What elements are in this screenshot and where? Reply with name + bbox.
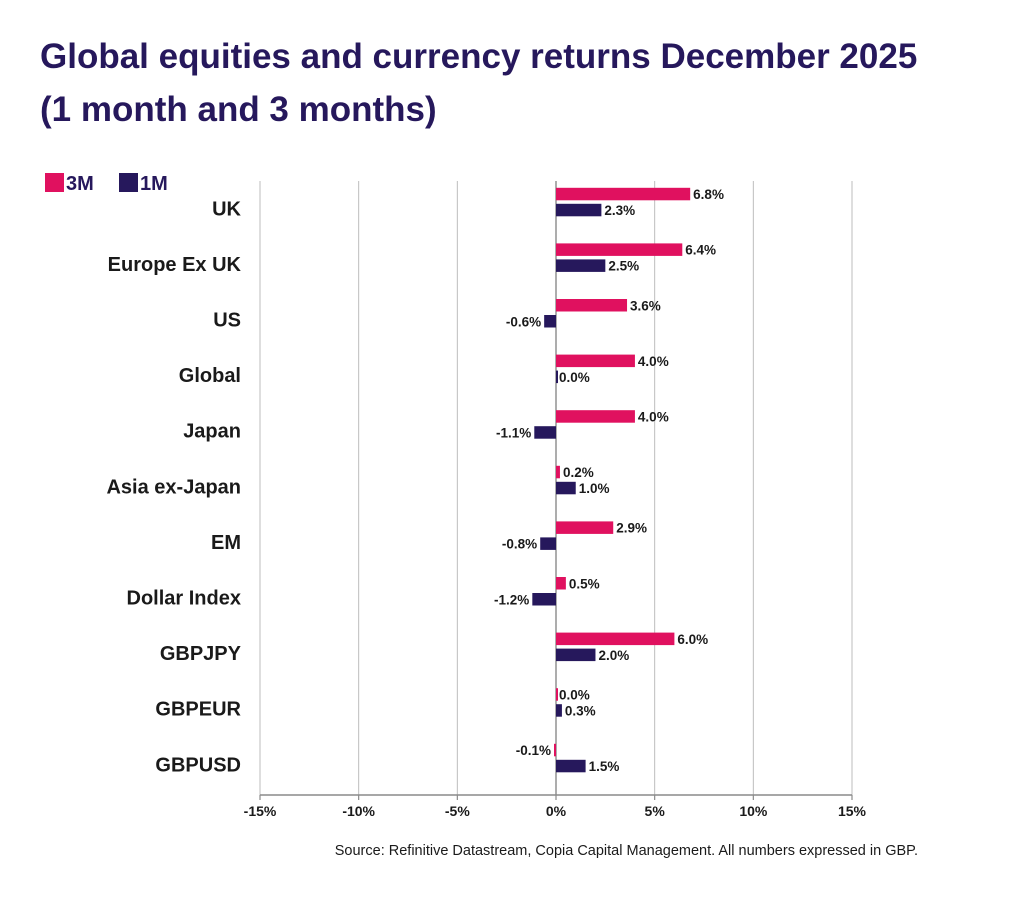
category-label: EM: [211, 532, 241, 554]
bar-1m: [556, 759, 586, 773]
data-label-3m: 0.2%: [563, 465, 594, 480]
x-tick-label: -5%: [445, 803, 470, 819]
category-label: Asia ex-Japan: [106, 476, 241, 498]
category-label: Europe Ex UK: [108, 254, 242, 276]
category-label: GBPUSD: [155, 754, 241, 776]
chart-title: Global equities and currency returns Dec…: [40, 30, 1000, 136]
bar-3m: [556, 354, 635, 368]
legend-swatch-3m: [45, 173, 64, 192]
data-label-3m: 0.5%: [569, 576, 600, 591]
data-label-1m: 2.3%: [604, 203, 635, 218]
data-label-1m: 2.5%: [608, 259, 639, 274]
data-label-3m: 4.0%: [638, 354, 669, 369]
x-tick-label: 10%: [739, 803, 768, 819]
bar-1m: [556, 704, 562, 717]
bar-3m: [556, 299, 628, 312]
bar-3m: [554, 743, 556, 757]
bar-1m: [556, 203, 602, 217]
chart-title-line-2: (1 month and 3 months): [40, 90, 437, 129]
source-note: Source: Refinitive Datastream, Copia Cap…: [334, 843, 918, 859]
data-label-1m: -0.8%: [502, 537, 537, 552]
data-label-1m: 0.0%: [559, 370, 590, 385]
x-tick-label: -10%: [342, 803, 375, 819]
bar-3m: [556, 577, 566, 590]
data-label-3m: 6.4%: [685, 243, 716, 258]
bar-3m: [556, 243, 683, 256]
category-label: US: [213, 310, 241, 332]
bar-1m: [556, 481, 576, 495]
x-tick-label: 15%: [838, 803, 867, 819]
data-label-1m: 0.3%: [565, 703, 596, 718]
x-tick-label: 5%: [645, 803, 666, 819]
bar-1m: [532, 593, 556, 606]
bar-3m: [556, 688, 558, 701]
data-label-3m: 2.9%: [616, 521, 647, 536]
bar-1m: [556, 370, 558, 384]
category-label: GBPJPY: [160, 643, 242, 665]
data-label-3m: 4.0%: [638, 409, 669, 424]
bar-1m: [540, 537, 556, 550]
category-label: Dollar Index: [127, 588, 241, 610]
data-label-3m: 0.0%: [559, 687, 590, 702]
legend-label-1m: 1M: [140, 173, 168, 195]
bar-3m: [556, 187, 691, 201]
bar-1m: [544, 315, 556, 328]
data-label-1m: 1.0%: [579, 481, 610, 496]
legend-swatch-1m: [119, 173, 138, 192]
bar-1m: [556, 259, 606, 272]
data-label-1m: -1.2%: [494, 592, 529, 607]
bar-3m: [556, 465, 560, 479]
data-label-3m: -0.1%: [516, 743, 551, 758]
legend-label-3m: 3M: [66, 173, 94, 195]
data-label-1m: 1.5%: [589, 759, 620, 774]
category-label: GBPEUR: [155, 699, 241, 721]
chart-title-line-1: Global equities and currency returns Dec…: [40, 37, 918, 76]
category-label: Global: [179, 365, 241, 387]
x-tick-label: -15%: [244, 803, 277, 819]
category-label: UK: [212, 198, 241, 220]
data-label-1m: -0.6%: [506, 314, 541, 329]
x-tick-label: 0%: [546, 803, 567, 819]
data-label-3m: 6.8%: [693, 187, 724, 202]
bar-3m: [556, 410, 635, 423]
bar-3m: [556, 632, 675, 646]
data-label-1m: -1.1%: [496, 425, 531, 440]
bar-1m: [534, 426, 556, 439]
data-label-3m: 6.0%: [677, 632, 708, 647]
category-label: Japan: [183, 421, 241, 443]
bar-3m: [556, 521, 614, 534]
data-label-3m: 3.6%: [630, 298, 661, 313]
data-label-1m: 2.0%: [598, 648, 629, 663]
bar-1m: [556, 648, 596, 662]
